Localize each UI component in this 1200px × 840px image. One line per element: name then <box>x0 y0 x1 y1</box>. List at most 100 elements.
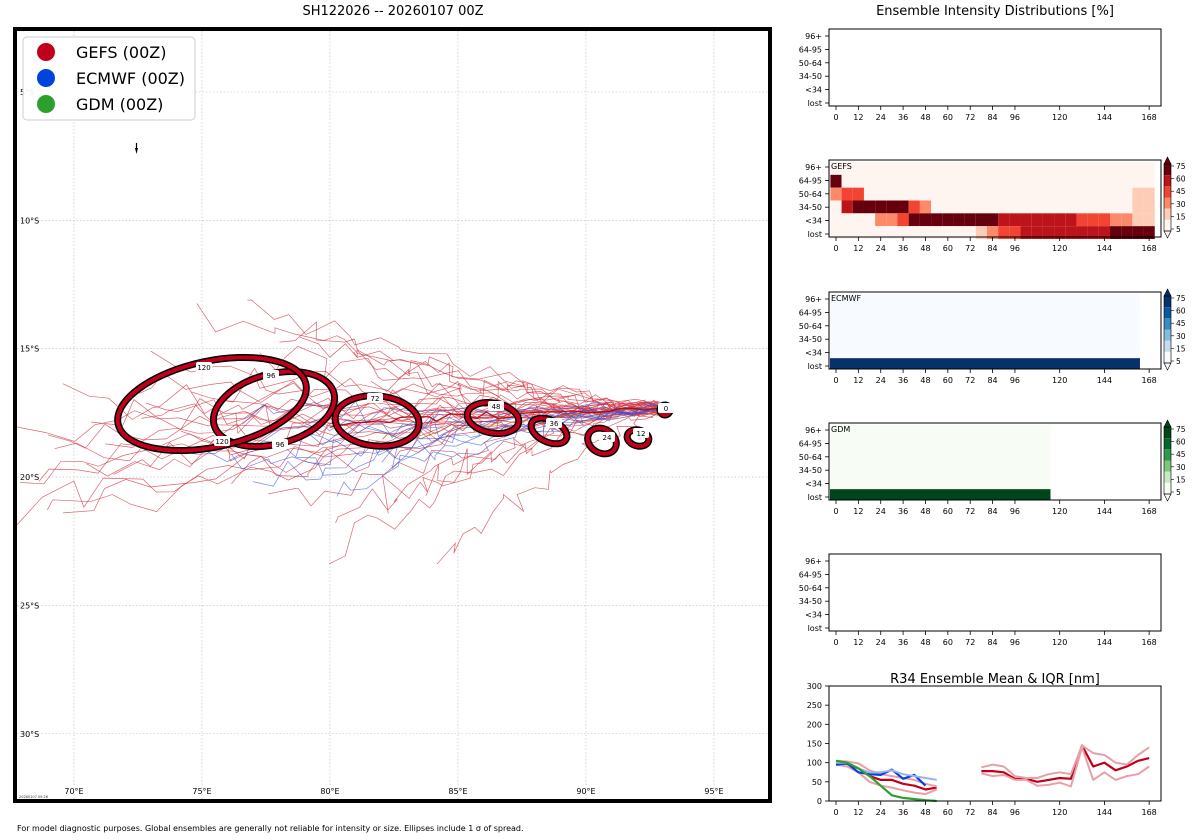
intensity-cell <box>1009 200 1021 214</box>
intensity-cell <box>863 226 876 239</box>
intensity-category-label: lost <box>808 99 822 108</box>
intensity-cell <box>1110 162 1122 175</box>
intensity-cell <box>852 187 864 201</box>
intensity-category-label: <34 <box>805 349 822 358</box>
intensity-cell <box>908 213 920 227</box>
intensity-cell <box>953 162 965 175</box>
r34-series-line <box>981 746 1150 788</box>
intensity-category-label: <34 <box>805 86 822 95</box>
forecast-hour-label: 36 <box>898 244 908 253</box>
intensity-cell <box>1132 187 1144 201</box>
intensity-cell <box>1009 213 1021 227</box>
intensity-cell <box>1054 187 1066 201</box>
legend-marker-ecmwf <box>37 69 55 87</box>
forecast-hour-label: 84 <box>987 244 997 253</box>
intensity-cell <box>1121 162 1133 175</box>
forecast-hour-label: 12 <box>853 244 863 253</box>
ellipse-hour-tag-bg <box>367 393 383 403</box>
intensity-category-label: 50-64 <box>799 584 822 593</box>
intensity-cell <box>852 213 864 227</box>
intensity-cell <box>1110 174 1122 188</box>
intensity-cell <box>919 162 932 175</box>
ecmwf-track-line <box>296 407 669 476</box>
colorbar-frame <box>1163 426 1172 495</box>
intensity-cell <box>942 174 954 188</box>
intensity-cell <box>897 213 909 227</box>
intensity-cell <box>986 226 999 239</box>
intensity-category-label: 50-64 <box>799 190 822 199</box>
legend-marker-gdm <box>37 95 55 113</box>
intensity-cell <box>919 226 932 239</box>
intensity-cell <box>852 226 864 239</box>
intensity-cell <box>998 162 1010 175</box>
intensity-category-label: lost <box>808 230 822 239</box>
intensity-cell <box>964 226 976 239</box>
intensity-cell <box>875 200 887 214</box>
intensity-cell <box>1132 213 1144 227</box>
colorbar-tick-label: 15 <box>1176 475 1186 484</box>
intensity-cell <box>1098 187 1111 201</box>
intensity-cell <box>964 162 976 175</box>
intensity-cell <box>897 187 909 201</box>
intensity-cell <box>942 213 954 227</box>
intensity-category-label: 50-64 <box>799 59 822 68</box>
forecast-hour-label: 84 <box>987 638 997 647</box>
intensity-cell <box>964 200 976 214</box>
intensity-cell <box>975 174 987 188</box>
intensity-cell <box>1076 162 1088 175</box>
intensity-panel-title: Ensemble Intensity Distributions [%] <box>876 4 1114 19</box>
colorbar-segment <box>1164 427 1171 439</box>
intensity-cell <box>1098 200 1111 214</box>
r34-x-tick-label: 84 <box>987 808 997 817</box>
intensity-cell <box>931 213 943 227</box>
r34-series-line <box>835 759 937 803</box>
longitude-label: 80°E <box>320 787 339 796</box>
forecast-hour-label: 120 <box>1052 507 1067 516</box>
map-title: SH122026 -- 20260107 00Z <box>302 4 483 19</box>
r34-series-line <box>981 744 1150 779</box>
intensity-category-label: lost <box>808 624 822 633</box>
intensity-panel: ECMWF 96+ 64-95 50-64 34-50 <34 lost 0 12 24 36 48 6… <box>799 288 1186 385</box>
r34-bg <box>829 686 1161 801</box>
r34-series-line <box>835 759 937 788</box>
r34-y-tick-label: 50 <box>812 778 822 787</box>
intensity-category-label: 64-95 <box>799 308 822 317</box>
ellipse-hour-tag: 120 <box>196 362 212 372</box>
forecast-hour-label: 72 <box>965 244 975 253</box>
forecast-hour-label: 24 <box>876 244 886 253</box>
colorbar-tick-label: 60 <box>1176 438 1186 447</box>
forecast-hour-label: 12 <box>853 113 863 122</box>
colorbar-tick-label: 75 <box>1176 162 1186 171</box>
ecmwf-track-line <box>231 407 669 470</box>
colorbar-tick-label: 60 <box>1176 175 1186 184</box>
r34-x-tick-label: 36 <box>898 808 908 817</box>
forecast-hour-label: 84 <box>987 113 997 122</box>
intensity-cell <box>852 174 864 188</box>
intensity-cell <box>1065 226 1077 239</box>
intensity-cell <box>1065 174 1077 188</box>
intensity-cell <box>1087 187 1099 201</box>
intensity-cell <box>830 162 842 175</box>
intensity-cell <box>1054 226 1066 239</box>
intensity-cell <box>908 226 920 239</box>
intensity-cell <box>953 200 965 214</box>
forecast-hour-label: 0 <box>833 113 838 122</box>
colorbar-segment <box>1164 318 1171 330</box>
intensity-cell <box>830 200 842 214</box>
intensity-cell <box>1054 174 1066 188</box>
r34-series-line <box>835 763 938 796</box>
intensity-cell <box>875 226 887 239</box>
intensity-panel-frame <box>828 291 1162 370</box>
intensity-cell <box>830 213 842 227</box>
intensity-cell <box>1009 226 1021 239</box>
ellipse-hour-tag-bg <box>263 370 279 380</box>
intensity-cell <box>908 174 920 188</box>
intensity-cell <box>1065 187 1077 201</box>
forecast-hour-label: 144 <box>1097 638 1112 647</box>
intensity-cell <box>875 162 887 175</box>
spread-ellipse <box>585 426 619 456</box>
colorbar-tick-label: 30 <box>1176 200 1186 209</box>
colorbar-segment <box>1164 460 1171 472</box>
forecast-hour-label: 168 <box>1142 113 1157 122</box>
ellipse-hour-tag: 12 <box>633 428 649 438</box>
